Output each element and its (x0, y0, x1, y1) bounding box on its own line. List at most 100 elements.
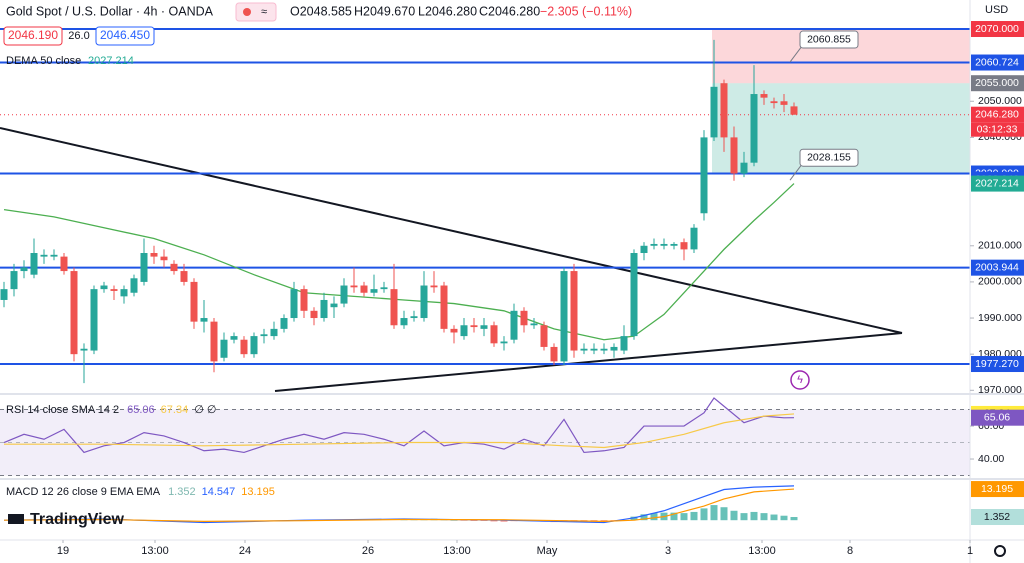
countdown-tag (971, 122, 1024, 137)
candle-body (780, 101, 788, 105)
candle-body (380, 287, 388, 290)
candle-body (460, 325, 468, 337)
overlay: 2060.855 2028.155 DEMA 50 close 2027.214 RSI… (6, 30, 859, 498)
buy-button[interactable] (95, 26, 155, 46)
price-tag (971, 106, 1024, 123)
candle-body (50, 254, 58, 257)
candle-body (200, 318, 208, 322)
macd-histogram-bar (500, 520, 508, 522)
candle-body (710, 86, 718, 138)
candle-body (300, 289, 308, 311)
x-tick-label: 13:00 (443, 545, 471, 557)
macd-histogram-bar (770, 514, 778, 521)
candle-body (680, 242, 688, 250)
indicator-legend: DEMA 50 close (6, 55, 81, 67)
candle-body (320, 299, 328, 319)
candle-body (520, 310, 528, 326)
sell-button[interactable] (3, 26, 63, 46)
alert-icon[interactable] (790, 370, 810, 390)
x-tick-label: 19 (57, 545, 69, 557)
candle-body (510, 310, 518, 340)
symbol-title: Gold Spot / U.S. Dollar · 4h · OANDA (6, 4, 214, 18)
pane-title: RSI 14 close SMA 14 2 (6, 404, 119, 416)
y-tick-label: 2010.000 (978, 240, 1022, 252)
value-tag (971, 509, 1024, 526)
macd-histogram-bar (460, 520, 468, 521)
macd-histogram-bar (740, 513, 748, 521)
countdown-label: 03:12:33 (977, 123, 1018, 135)
candle-body (790, 106, 798, 115)
macd-histogram-bar (790, 517, 798, 521)
price-tag (971, 259, 1024, 276)
candle-body (700, 137, 708, 214)
candle-body (390, 289, 398, 326)
candle-body (760, 94, 768, 98)
value-tag-label: 65.06 (984, 411, 1010, 423)
candle-body (750, 94, 758, 163)
callout-box (799, 30, 859, 49)
price-tag-label: 2060.724 (975, 56, 1019, 68)
x-tick-label: 8 (847, 545, 853, 557)
x-tick-label: May (537, 545, 558, 557)
candle-body (600, 348, 608, 351)
candle-body (610, 346, 618, 351)
ohlc-open: O2048.585 (290, 4, 352, 18)
candle-body (730, 137, 738, 174)
alert-glyph: ϟ (797, 374, 803, 386)
indicator-line (3, 397, 795, 454)
candle-body (130, 278, 138, 293)
candle-body (250, 336, 258, 355)
candle-body (650, 243, 658, 246)
candle-body (260, 334, 268, 337)
macd-histogram-bar (760, 513, 768, 521)
candle-body (500, 341, 508, 344)
callout-pointer (789, 45, 803, 63)
status-dot (243, 8, 251, 16)
candle-body (620, 336, 628, 351)
price-tag-label: 2046.280 (975, 108, 1019, 120)
candle-body (470, 325, 478, 328)
callout-label: 2028.155 (807, 151, 851, 163)
settings-button[interactable] (994, 545, 1006, 557)
candle-body (0, 289, 8, 300)
callout-box (799, 148, 859, 167)
candle-body (40, 254, 48, 257)
legend-value: 67.34 (161, 404, 189, 416)
candle-body (540, 325, 548, 347)
currency[interactable]: USD (985, 4, 1008, 16)
candle-body (60, 256, 68, 272)
value-tag-label: 1.352 (984, 511, 1010, 523)
candle-body (570, 271, 578, 351)
candle-body (430, 285, 438, 288)
candle-body (160, 256, 168, 261)
indicator-toggle[interactable] (235, 2, 277, 22)
candle-body (220, 339, 228, 358)
candle-body (370, 289, 378, 293)
candle-body (90, 289, 98, 351)
candle-body (20, 267, 28, 272)
candle-body (550, 346, 558, 362)
candle-body (530, 323, 538, 326)
brand-logo (8, 514, 24, 524)
y-tick-label: 1990.000 (978, 312, 1022, 324)
pane-title: MACD 12 26 close 9 EMA EMA (6, 486, 161, 498)
candle-body (590, 348, 598, 351)
header-bg (0, 0, 640, 22)
x-tick-label: 1 (967, 545, 973, 557)
callout-pointer (789, 163, 803, 181)
legend-na: ∅ ∅ (194, 404, 216, 416)
candle-body (360, 285, 368, 293)
price-tag-label: 1977.270 (975, 358, 1019, 370)
sell-price: 2046.190 (8, 28, 58, 42)
candle-body (110, 289, 118, 291)
legend-value: 14.547 (202, 486, 236, 498)
value-tag (971, 481, 1024, 498)
x-tick-label: 3 (665, 545, 671, 557)
macd-histogram-bar (710, 505, 718, 521)
candle-body (30, 253, 38, 275)
legend-value: 13.195 (241, 486, 275, 498)
indicator-value: 2027.214 (88, 55, 134, 67)
x-tick-label: 24 (239, 545, 251, 557)
